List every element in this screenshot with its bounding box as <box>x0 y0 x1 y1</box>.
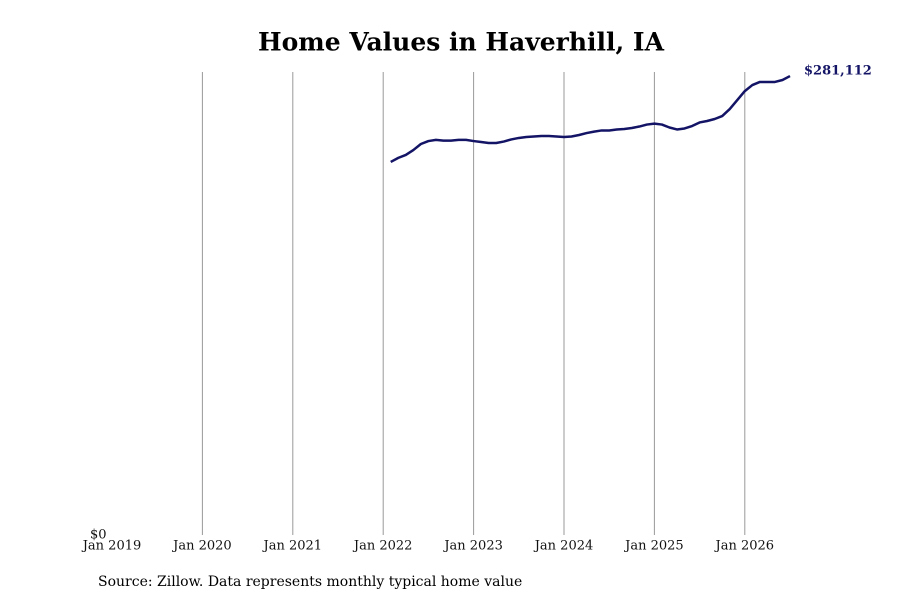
x-tick-label: Jan 2020 <box>171 539 232 554</box>
x-tick-label: Jan 2019 <box>81 539 142 554</box>
x-tick-label: Jan 2022 <box>352 539 413 554</box>
chart-title: Home Values in Haverhill, IA <box>258 28 665 57</box>
y-tick-label: $0 <box>90 528 107 543</box>
value-label: $281,112 <box>804 64 872 79</box>
x-tick-label: Jan 2026 <box>714 539 775 554</box>
line-series <box>390 74 791 164</box>
x-tick-label: Jan 2023 <box>442 539 503 554</box>
x-tick-label: Jan 2021 <box>262 539 323 554</box>
x-tick-label: Jan 2025 <box>623 539 684 554</box>
source-note: Source: Zillow. Data represents monthly … <box>98 574 522 590</box>
x-tick-label: Jan 2024 <box>533 539 594 554</box>
